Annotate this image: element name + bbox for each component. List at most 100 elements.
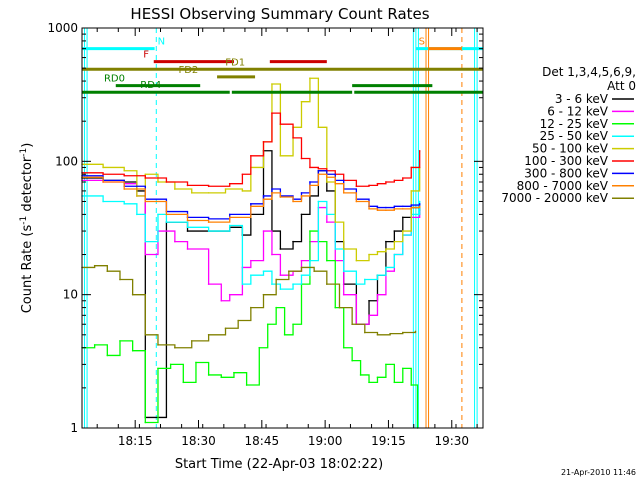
data-point-50-100-kev-17 — [309, 77, 311, 80]
data-point-300-800-kev-9 — [262, 195, 265, 197]
data-point-25-50-kev-8 — [207, 230, 210, 232]
data-point-12-25-kev-17 — [283, 334, 286, 336]
data-point-800-7000-kev-10 — [271, 192, 273, 194]
data-point-3-6-kev-22 — [368, 299, 370, 302]
data-point-800-7000-kev-12 — [292, 200, 294, 203]
data-point-7000-20000-kev-2 — [106, 270, 109, 272]
data-point-7000-20000-kev-14 — [275, 278, 277, 281]
data-point-3-6-kev-13 — [279, 248, 282, 250]
data-point-12-25-kev-13 — [245, 384, 248, 386]
data-point-100-300-kev-3 — [144, 177, 147, 179]
data-point-25-50-kev-22 — [355, 283, 358, 285]
data-point-25-50-kev-4 — [144, 240, 147, 243]
data-point-100-300-kev-23 — [385, 181, 387, 183]
data-point-800-7000-kev-22 — [385, 209, 387, 212]
legend-label-25-50-kev: 25 - 50 keV — [540, 129, 609, 143]
data-point-25-50-kev-21 — [342, 270, 345, 272]
data-point-50-100-kev-20 — [334, 221, 337, 223]
data-point-3-6-kev-14 — [292, 240, 294, 243]
data-point-800-7000-kev-20 — [368, 208, 370, 210]
data-point-25-50-kev-26 — [393, 253, 396, 256]
data-point-100-300-kev-12 — [279, 123, 282, 125]
data-point-100-300-kev-14 — [300, 157, 303, 160]
legend-label-800-7000-kev: 800 - 7000 keV — [517, 179, 609, 193]
data-point-12-25-kev-9 — [195, 361, 197, 364]
flag-label-rd4: RD4 — [140, 80, 161, 91]
data-point-7000-20000-kev-21 — [364, 331, 366, 334]
x-tick-label-18-15: 18:15 — [118, 434, 153, 448]
data-point-7000-20000-kev-22 — [376, 334, 379, 336]
data-point-12-25-kev-27 — [368, 381, 370, 384]
data-point-3-6-kev-25 — [393, 230, 396, 232]
data-point-7000-20000-kev-20 — [351, 323, 353, 326]
data-point-100-300-kev-15 — [309, 166, 311, 169]
x-axis: 18:15 18:30 18:45 19:00 19:15 19:30 — [96, 28, 478, 448]
data-point-12-25-kev-28 — [376, 376, 379, 379]
data-point-6-12-kev-24 — [368, 314, 370, 317]
data-point-300-800-kev-26 — [418, 203, 421, 205]
data-point-100-300-kev-21 — [368, 184, 370, 187]
flag-label-s: S — [419, 37, 425, 48]
data-point-100-300-kev-24 — [393, 179, 396, 182]
data-point-12-25-kev-8 — [182, 381, 185, 384]
data-point-6-12-kev-25 — [376, 293, 379, 296]
data-point-6-12-kev-9 — [220, 299, 223, 302]
series-line-100-300-kev — [82, 112, 421, 187]
data-point-12-25-kev-7 — [169, 363, 172, 366]
data-point-25-50-kev-29 — [418, 200, 421, 203]
data-point-800-7000-kev-8 — [250, 205, 252, 208]
data-point-12-25-kev-26 — [359, 374, 362, 376]
data-point-7000-20000-kev-19 — [338, 306, 341, 309]
flag-bars: N S F FD1 FD2 RD0 RD4 — [82, 37, 483, 94]
data-point-50-100-kev-22 — [355, 259, 358, 262]
data-point-25-50-kev-2 — [123, 203, 126, 205]
data-point-25-50-kev-25 — [385, 266, 387, 269]
data-point-25-50-kev-10 — [241, 283, 244, 285]
flag-f: F — [143, 50, 327, 64]
flag-fd1: FD1 — [82, 57, 483, 71]
data-point-800-7000-kev-11 — [279, 196, 282, 198]
data-point-800-7000-kev-24 — [402, 208, 404, 210]
data-point-800-7000-kev-21 — [376, 209, 379, 212]
data-point-3-6-kev-15 — [300, 213, 303, 216]
data-point-50-100-kev-2 — [123, 169, 126, 172]
data-point-7000-20000-kev-24 — [402, 331, 404, 334]
data-point-25-50-kev-13 — [271, 283, 273, 285]
data-point-300-800-kev-25 — [410, 204, 413, 206]
data-point-100-300-kev-26 — [410, 166, 413, 169]
data-point-25-50-kev-5 — [157, 213, 159, 216]
data-point-25-50-kev-23 — [364, 278, 366, 281]
y-axis-label: Count Rate (s-1 detector-1) — [19, 143, 35, 314]
x-tick-label-19-00: 19:00 — [308, 434, 343, 448]
series-line-12-25-kev — [82, 230, 419, 428]
data-point-100-300-kev-9 — [250, 155, 252, 157]
data-point-800-7000-kev-9 — [262, 198, 265, 200]
data-point-7000-20000-kev-1 — [93, 264, 96, 267]
data-point-12-25-kev-15 — [266, 323, 269, 326]
data-point-800-7000-kev-3 — [144, 200, 147, 203]
data-point-25-50-kev-14 — [279, 288, 282, 290]
data-point-12-25-kev-31 — [402, 367, 404, 370]
data-point-12-25-kev-32 — [410, 384, 413, 386]
data-point-800-7000-kev-23 — [393, 208, 396, 210]
legend-label-6-12-kev: 6 - 12 keV — [547, 104, 609, 118]
timestamp: 21-Apr-2010 11:46 — [561, 468, 636, 477]
data-point-7000-20000-kev-17 — [313, 270, 315, 272]
data-point-12-25-kev-2 — [106, 354, 109, 357]
plot-frame — [81, 27, 484, 429]
flag-rd4: RD4 — [82, 80, 483, 94]
data-point-100-300-kev-27 — [418, 149, 421, 152]
data-point-7000-20000-kev-25 — [414, 330, 417, 333]
data-point-7000-20000-kev-5 — [144, 334, 147, 336]
data-point-6-12-kev-7 — [186, 248, 189, 250]
data-point-50-100-kev-5 — [157, 181, 159, 183]
data-point-100-300-kev-22 — [376, 182, 379, 185]
data-point-12-25-kev-11 — [220, 376, 223, 379]
data-point-6-12-kev-10 — [228, 293, 231, 296]
data-point-25-50-kev-12 — [262, 270, 265, 272]
legend-label-100-300-kev: 100 - 300 keV — [524, 154, 608, 168]
data-point-12-25-kev-24 — [342, 346, 345, 349]
data-point-50-100-kev-6 — [174, 188, 176, 190]
flag-label-n: N — [158, 37, 165, 48]
